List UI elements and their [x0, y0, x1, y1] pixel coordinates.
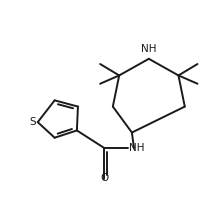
Text: NH: NH [141, 44, 157, 54]
Text: NH: NH [129, 143, 144, 153]
Text: O: O [100, 173, 108, 183]
Text: S: S [29, 117, 36, 127]
